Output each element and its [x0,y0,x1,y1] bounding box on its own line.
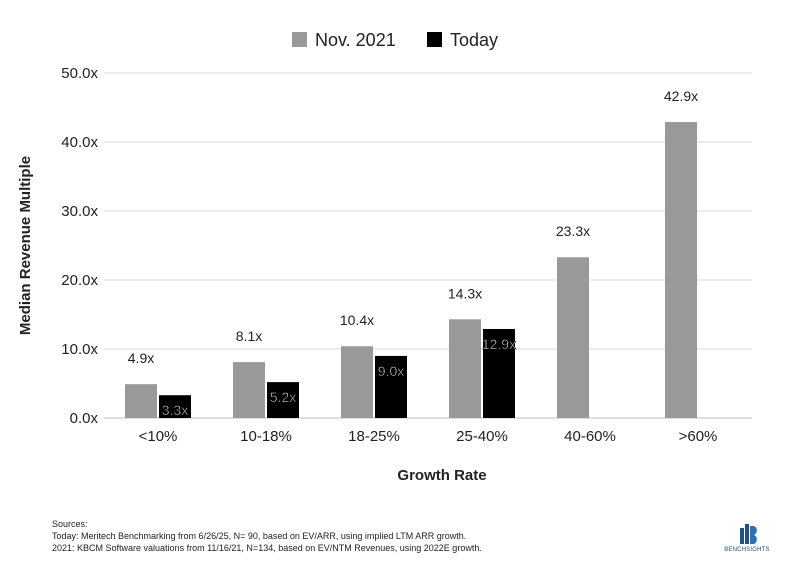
bar-today [483,328,515,418]
x-tick-label: 10-18% [240,428,292,445]
sources-line-today: Today: Meritech Benchmarking from 6/26/2… [52,531,467,541]
legend-label-nov-2021: Nov. 2021 [315,30,396,50]
bar-today [267,382,299,418]
y-tick-label: 0.0x [70,410,99,427]
data-label: 12.9x [482,336,516,352]
data-label: 3.3x [162,402,188,418]
gridlines [104,72,752,419]
sources-heading: Sources: [52,519,88,529]
x-tick-label: 40-60% [564,428,616,445]
brand-name: BENCHSIGHTS [724,547,770,553]
legend-swatch-nov-2021 [292,32,307,47]
y-tick-label: 30.0x [61,203,98,220]
bars: 4.9x 3.3x 8.1x 5.2x 10.4x 9.0x 14.3x 12.9x 23.3x… [125,88,698,419]
y-tick-label: 50.0x [61,65,98,82]
bar-nov-2021 [557,257,589,418]
x-tick-label: 18-25% [348,428,400,445]
sources-note: Sources: Today: Meritech Benchmarking fr… [52,518,482,554]
sources-line-2021: 2021: KBCM Software valuations from 11/1… [52,543,482,553]
data-label: 14.3x [448,285,482,301]
bar-chart: Nov. 2021 Today 0.0x 10.0x 20.0x 30.0x 40.0x 5… [17,30,752,484]
data-label: 9.0x [378,363,404,379]
legend-swatch-today [427,32,442,47]
benchsights-logo-icon [740,524,757,544]
data-label: 23.3x [556,223,590,239]
data-label: 10.4x [340,312,374,328]
data-label: 8.1x [236,328,262,344]
x-axis-ticks: <10% 10-18% 18-25% 25-40% 40-60% >60% [139,428,718,445]
bar-nov-2021 [341,346,373,418]
y-tick-label: 20.0x [61,272,98,289]
legend-label-today: Today [450,30,498,50]
y-axis-label: Median Revenue Multiple [17,156,34,335]
bar-nov-2021 [125,384,157,418]
bar-nov-2021 [449,319,481,418]
benchsights-logo: BENCHSIGHTS [722,522,772,556]
x-tick-label: >60% [679,428,718,445]
bar-today [159,395,191,418]
y-tick-label: 10.0x [61,341,98,358]
x-tick-label: <10% [139,428,178,445]
legend: Nov. 2021 Today [292,30,498,50]
data-label: 5.2x [270,389,296,405]
x-tick-label: 25-40% [456,428,508,445]
x-axis-label: Growth Rate [397,467,486,484]
bar-nov-2021 [233,362,265,418]
y-tick-label: 40.0x [61,134,98,151]
bar-today [375,355,407,418]
data-label: 42.9x [664,88,698,104]
data-label: 4.9x [128,350,154,366]
y-axis-ticks: 0.0x 10.0x 20.0x 30.0x 40.0x 50.0x [61,65,98,427]
bar-nov-2021 [665,121,697,419]
